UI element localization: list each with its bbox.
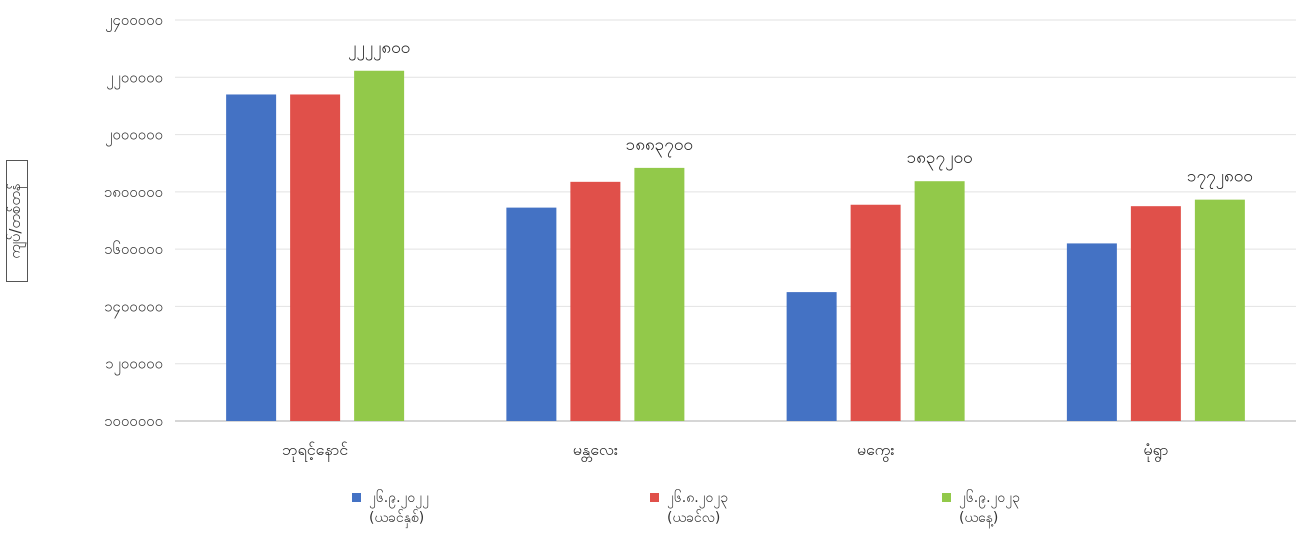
legend-sublabel-3: (ယနေ့) [959, 509, 999, 526]
data-label: ၁၈၈၃၇၀၀ [626, 135, 693, 158]
x-category-label: မန္တလေး [573, 440, 618, 462]
legend-swatch-2 [650, 493, 659, 502]
legend-swatch-3 [942, 493, 951, 502]
y-axis-label: ကျပ်/တစ်တန် [6, 183, 24, 259]
bar-3-2 [634, 167, 685, 421]
y-tick-label: ၁၀၀၀၀၀၀ [104, 412, 163, 430]
bar-3-1 [354, 70, 405, 422]
legend-label-1: ၂၆.၉.၂၀၂၂ [369, 490, 430, 506]
legend-item-2: ၂၆.၈.၂၀၂၃ (ယခင်လ) [650, 489, 728, 528]
y-tick-label: ၁၄၀၀၀၀၀ [104, 297, 163, 318]
bar-1-1 [226, 94, 277, 421]
legend-item-1: ၂၆.၉.၂၀၂၂ (ယခင်နှစ်) [352, 489, 429, 528]
y-tick-label: ၂၄၀၀၀၀၀ [105, 11, 163, 32]
bar-2-4 [1130, 206, 1181, 421]
bar-2-1 [290, 94, 341, 421]
y-tick-label: ၂၂၀၀၀၀၀ [106, 68, 163, 89]
legend-label-2: ၂၆.၈.၂၀၂၃ [667, 490, 729, 506]
x-category-label: မကွေး [857, 440, 895, 462]
y-tick-label: ၁၂၀၀၀၀၀ [105, 355, 163, 376]
bar-1-2 [506, 207, 557, 421]
legend-swatch-1 [352, 493, 361, 502]
bar-1-4 [1066, 243, 1117, 421]
bar-2-3 [850, 204, 901, 421]
y-tick-label: ၁၆၀၀၀၀၀ [104, 240, 163, 258]
y-tick-label: ၁၈၀၀၀၀၀ [104, 183, 163, 201]
bar-1-3 [786, 292, 837, 421]
x-category-label: ဘုရင့်နောင် [282, 440, 348, 462]
data-label: ၂၂၂၂၈၀၀ [348, 38, 410, 61]
bar-2-2 [570, 181, 621, 421]
legend-sublabel-2: (ယခင်လ) [667, 509, 721, 526]
legend-label-3: ၂၆.၉.၂၀၂၃ [959, 490, 1021, 506]
y-axis-label-box: ကျပ်/တစ်တန် [6, 160, 28, 282]
bar-3-4 [1194, 199, 1245, 421]
legend-item-3: ၂၆.၉.၂၀၂၃ (ယနေ့) [942, 489, 1020, 528]
data-label: ၁၈၃၇၂၀၀ [907, 148, 973, 171]
legend-sublabel-1: (ယခင်နှစ်) [369, 509, 425, 526]
y-tick-label: ၂၀၀၀၀၀၀ [105, 126, 163, 147]
x-category-label: မုံရွာ [1143, 440, 1168, 462]
bar-3-3 [914, 181, 965, 421]
data-label: ၁၇၇၂၈၀၀ [1187, 167, 1253, 190]
